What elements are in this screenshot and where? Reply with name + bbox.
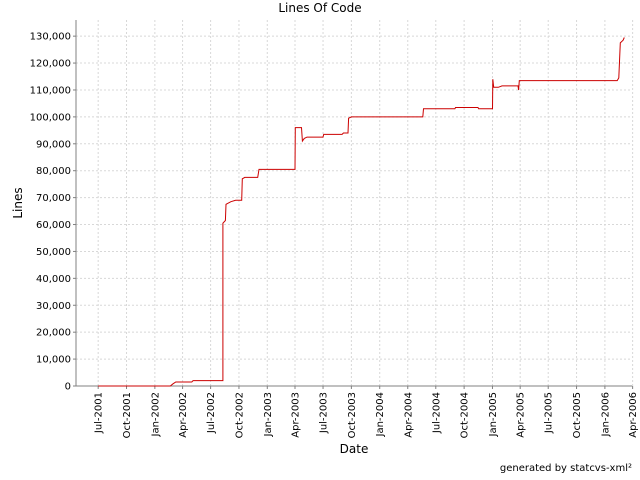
x-tick-label: Jan-2002 [150, 392, 161, 437]
x-tick-label: Jul-2005 [544, 392, 555, 434]
lines-of-code-series-line [98, 37, 625, 387]
x-tick-label: Jan-2003 [263, 392, 274, 437]
y-tick-label: 20,000 [36, 328, 71, 339]
y-tick-label: 60,000 [36, 220, 71, 231]
y-tick-label: 130,000 [30, 32, 71, 43]
y-tick-label: 0 [65, 382, 71, 393]
y-axis-label: Lines [11, 187, 25, 218]
y-tick-label: 80,000 [36, 166, 71, 177]
y-tick-label: 30,000 [36, 301, 71, 312]
grid-lines [76, 20, 634, 386]
x-tick-label: Jul-2004 [431, 392, 442, 434]
x-tick-label: Jul-2001 [94, 392, 105, 434]
y-tick-label: 70,000 [36, 193, 71, 204]
x-tick-label: Oct-2001 [122, 392, 133, 438]
footer-credit: generated by statcvs-xml² [499, 463, 632, 474]
x-tick-label: Apr-2002 [178, 392, 189, 438]
x-tick-label: Jan-2006 [600, 392, 611, 437]
x-tick-label: Oct-2004 [460, 392, 471, 438]
y-tick-label: 120,000 [30, 59, 71, 70]
y-tick-label: 10,000 [36, 355, 71, 366]
x-tick-label: Jul-2003 [319, 392, 330, 434]
x-tick-label: Jan-2005 [488, 392, 499, 437]
y-tick-label: 110,000 [30, 85, 71, 96]
x-tick-label: Apr-2003 [291, 392, 302, 438]
x-axis-ticks: Jul-2001 Oct-2001 Jan-2002 Apr-2002 Jul-2002… [94, 386, 639, 438]
plot-area [76, 20, 632, 386]
x-axis-label: Date [340, 442, 369, 456]
x-tick-label: Jul-2002 [206, 392, 217, 434]
x-tick-label: Oct-2002 [234, 392, 245, 438]
x-tick-label: Oct-2003 [347, 392, 358, 438]
y-tick-label: 50,000 [36, 247, 71, 258]
x-tick-label: Oct-2005 [572, 392, 583, 438]
y-tick-label: 40,000 [36, 274, 71, 285]
x-tick-label: Apr-2005 [516, 392, 527, 438]
x-tick-label: Jan-2004 [375, 392, 386, 437]
chart-title: Lines Of Code [278, 1, 361, 15]
y-tick-label: 100,000 [30, 112, 71, 123]
x-tick-label: Apr-2006 [628, 392, 639, 438]
y-tick-label: 90,000 [36, 139, 71, 150]
x-tick-label: Apr-2004 [403, 392, 414, 438]
y-axis-ticks: 0 10,000 20,000 30,000 40,000 50,000 60,000 70,… [30, 32, 76, 393]
